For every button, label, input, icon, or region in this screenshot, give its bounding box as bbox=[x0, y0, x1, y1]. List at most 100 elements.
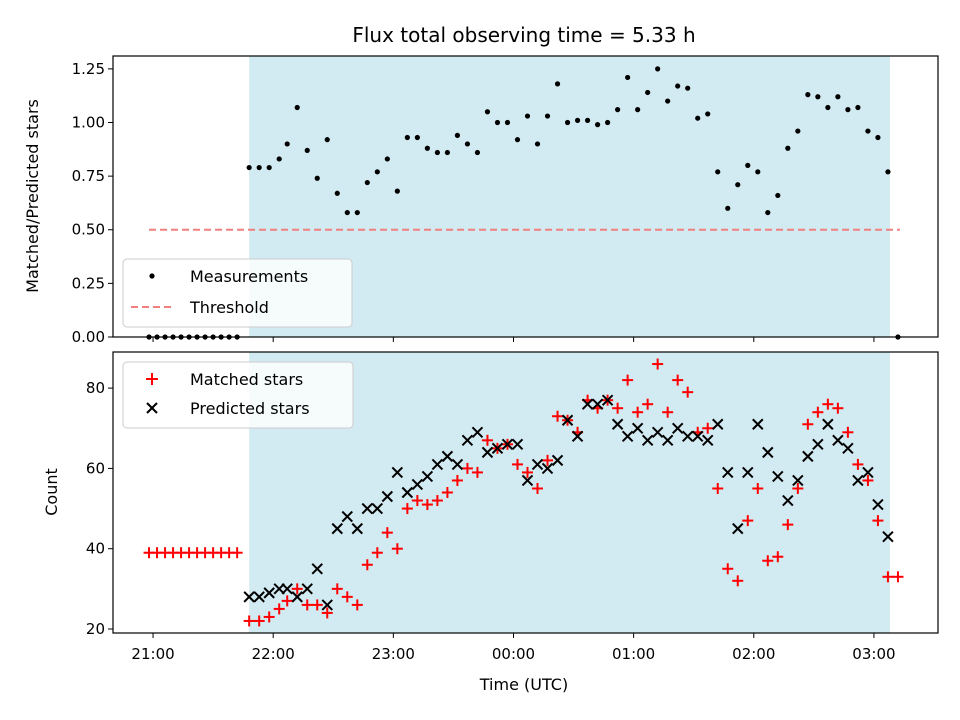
chart-title: Flux total observing time = 5.33 h bbox=[352, 23, 695, 47]
predicted-star-point bbox=[782, 494, 794, 507]
measurement-point bbox=[795, 128, 801, 134]
predicted-star-point bbox=[561, 414, 574, 426]
measurement-point bbox=[865, 128, 871, 134]
matched-star-point bbox=[882, 571, 894, 583]
predicted-star-point bbox=[551, 454, 564, 467]
predicted-star-point bbox=[531, 458, 544, 471]
predicted-star-point bbox=[263, 587, 275, 599]
predicted-star-point bbox=[671, 422, 684, 434]
predicted-star-point bbox=[852, 474, 864, 487]
legend-matched-marker bbox=[146, 373, 158, 385]
matched-star-point bbox=[652, 358, 664, 370]
measurement-point bbox=[404, 134, 410, 141]
predicted-star-point bbox=[732, 522, 744, 535]
measurement-point bbox=[875, 134, 881, 141]
matched-star-point bbox=[742, 515, 754, 527]
matched-star-point bbox=[732, 575, 744, 587]
predicted-star-point bbox=[832, 434, 844, 447]
predicted-star-point bbox=[331, 522, 343, 535]
predicted-star-point bbox=[351, 522, 364, 535]
y-tick-label: 0.00 bbox=[72, 328, 105, 346]
predicted-star-point bbox=[842, 442, 854, 455]
predicted-star-point bbox=[471, 426, 484, 438]
predicted-star-point bbox=[752, 418, 764, 430]
measurement-point bbox=[424, 145, 430, 151]
x-tick-label: 03:00 bbox=[852, 645, 895, 663]
legend-measurements-label: Measurements bbox=[190, 267, 308, 286]
predicted-star-point bbox=[822, 418, 834, 430]
measurement-point bbox=[655, 66, 661, 72]
matched-star-point bbox=[872, 515, 884, 527]
measurement-point bbox=[384, 156, 390, 162]
measurement-point bbox=[474, 149, 481, 156]
matched-star-point bbox=[471, 466, 483, 478]
x-tick-label: 22:00 bbox=[252, 645, 295, 663]
measurement-point bbox=[845, 107, 851, 113]
predicted-star-point bbox=[451, 458, 464, 471]
measurement-point bbox=[294, 104, 300, 111]
measurement-point bbox=[825, 104, 831, 111]
measurement-point bbox=[514, 137, 521, 143]
predicted-star-point bbox=[481, 446, 494, 459]
measurement-point bbox=[835, 94, 841, 100]
measurement-point bbox=[464, 141, 471, 147]
y-tick-label: 20 bbox=[86, 620, 105, 638]
predicted-star-point bbox=[401, 486, 414, 499]
measurement-point bbox=[645, 89, 651, 96]
matched-star-point bbox=[381, 527, 393, 539]
y-tick-label: 1.25 bbox=[72, 60, 105, 78]
matched-star-point bbox=[822, 398, 834, 410]
predicted-star-point bbox=[591, 398, 604, 410]
predicted-star-point bbox=[311, 563, 323, 575]
measurement-point bbox=[484, 109, 491, 115]
predicted-star-point bbox=[501, 438, 514, 451]
measurement-point bbox=[454, 132, 461, 138]
matched-star-point bbox=[762, 555, 774, 567]
measurement-point bbox=[564, 119, 571, 126]
matched-star-point bbox=[682, 386, 694, 398]
measurement-point bbox=[695, 115, 701, 121]
measurement-point bbox=[534, 141, 541, 147]
matched-star-point bbox=[451, 474, 463, 486]
predicted-star-point bbox=[631, 422, 644, 434]
measurement-point bbox=[334, 190, 340, 196]
predicted-star-point bbox=[661, 434, 674, 447]
bottom-y-axis-label: Count bbox=[42, 468, 61, 516]
matched-star-point bbox=[792, 482, 804, 494]
predicted-star-point bbox=[301, 583, 313, 595]
x-tick-label: 02:00 bbox=[732, 645, 775, 663]
matched-star-point bbox=[441, 487, 453, 498]
y-tick-label: 0.50 bbox=[72, 221, 105, 239]
matched-star-point bbox=[361, 559, 373, 571]
matched-star-point bbox=[782, 519, 794, 531]
matched-star-point bbox=[722, 563, 734, 575]
y-tick-label: 60 bbox=[86, 459, 105, 477]
matched-star-point bbox=[281, 595, 293, 607]
predicted-star-point bbox=[571, 430, 584, 443]
measurement-point bbox=[725, 205, 731, 211]
x-axis-label: Time (UTC) bbox=[479, 675, 568, 694]
measurement-point bbox=[745, 162, 751, 168]
measurement-point bbox=[504, 119, 511, 126]
matched-star-point bbox=[243, 615, 255, 627]
top-panel: 0.00 0.25 0.50 0.75 1.00 1.25 Matched/Predict… bbox=[23, 55, 939, 346]
x-tick-label: 21:00 bbox=[131, 645, 174, 663]
matched-star-point bbox=[511, 458, 523, 470]
y-tick-label: 1.00 bbox=[72, 113, 105, 131]
matched-star-point bbox=[461, 462, 473, 474]
matched-star-point bbox=[712, 482, 724, 494]
measurement-point bbox=[755, 169, 761, 175]
matched-star-point bbox=[231, 547, 243, 559]
top-x-ticks bbox=[152, 337, 875, 342]
matched-star-point bbox=[772, 551, 784, 563]
bottom-axes-frame bbox=[112, 351, 939, 634]
top-legend: Measurements Threshold bbox=[122, 258, 353, 328]
predicted-star-point bbox=[361, 502, 374, 515]
predicted-star-markers bbox=[243, 394, 894, 611]
y-tick-label: 80 bbox=[86, 379, 105, 397]
predicted-star-point bbox=[391, 466, 404, 479]
predicted-star-point bbox=[511, 438, 524, 451]
predicted-star-point bbox=[421, 470, 434, 483]
measurement-point bbox=[584, 117, 591, 123]
matched-star-point bbox=[892, 571, 904, 583]
